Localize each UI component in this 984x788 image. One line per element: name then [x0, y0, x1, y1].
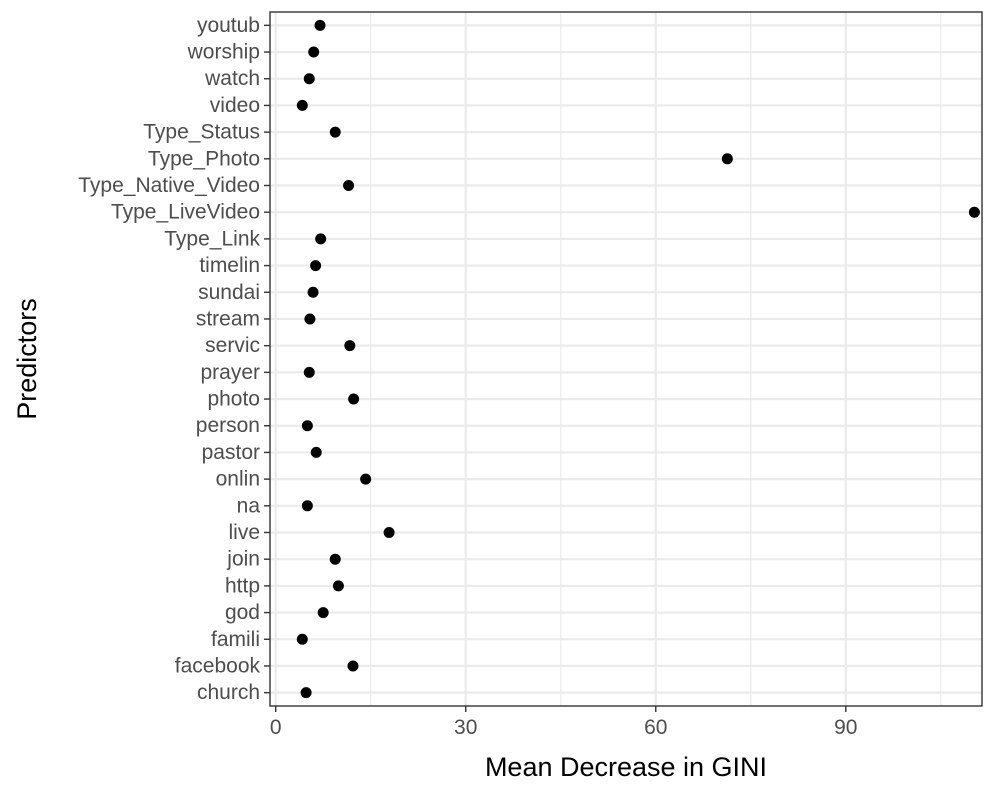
y-tick-label: famili	[211, 628, 260, 651]
data-point-Type_Native_Video	[343, 180, 355, 191]
data-point-prayer	[303, 366, 315, 378]
y-tick-label: worship	[187, 41, 260, 64]
data-point-worship	[308, 46, 320, 58]
y-tick-label: church	[197, 681, 260, 704]
data-point-Type_Link	[315, 233, 327, 245]
y-tick-label: onlin	[216, 468, 260, 491]
data-point-timelin	[310, 260, 322, 272]
x-tick-label: 60	[644, 716, 667, 739]
y-tick-label: god	[225, 601, 260, 624]
y-tick-label: Type_Native_Video	[78, 174, 260, 197]
y-tick-label: Type_Status	[143, 121, 260, 144]
data-point-servic	[344, 340, 356, 352]
y-tick-label: sundai	[198, 281, 260, 304]
data-point-god	[317, 607, 329, 619]
y-axis: youtub worship watch video Type_Status Type_P…	[78, 14, 270, 704]
data-point-photo	[348, 393, 360, 405]
x-tick-label: 30	[454, 716, 477, 739]
data-point-live	[383, 527, 395, 538]
y-tick-label: facebook	[175, 654, 261, 677]
y-tick-label: live	[228, 521, 260, 544]
x-axis-title: Mean Decrease in GINI	[485, 752, 767, 782]
minor-gridlines	[370, 12, 942, 706]
major-gridlines	[270, 12, 982, 706]
y-axis-title: Predictors	[12, 298, 42, 420]
x-tick-label: 0	[270, 716, 282, 739]
data-point-onlin	[360, 473, 372, 485]
data-point-church	[300, 687, 312, 699]
data-point-video	[296, 99, 308, 111]
y-tick-label: person	[196, 414, 260, 437]
data-point-person	[301, 420, 313, 432]
plot-panel-border	[269, 11, 983, 707]
data-point-facebook	[347, 660, 359, 672]
data-point-sundai	[307, 286, 319, 298]
y-tick-label: join	[226, 548, 260, 571]
y-tick-label: http	[225, 574, 260, 597]
data-point-Type_Photo	[721, 153, 733, 165]
y-tick-label: watch	[204, 67, 260, 90]
data-point-youtub	[314, 19, 326, 31]
y-tick-label: video	[210, 94, 260, 117]
y-tick-label: stream	[196, 307, 260, 330]
y-tick-label: Type_Photo	[148, 147, 260, 170]
data-point-pastor	[310, 446, 322, 458]
y-tick-label: na	[237, 494, 261, 517]
data-point-join	[329, 553, 341, 565]
y-tick-label: Type_Link	[164, 227, 260, 250]
data-point-watch	[303, 73, 315, 85]
y-tick-label: Type_LiveVideo	[111, 201, 260, 224]
y-tick-label: prayer	[200, 361, 260, 384]
y-tick-label: pastor	[202, 441, 260, 464]
data-points	[296, 19, 980, 699]
x-axis: 0 30 60 90	[270, 706, 857, 739]
y-tick-label: photo	[207, 388, 260, 411]
data-point-na	[301, 500, 313, 512]
data-point-famili	[296, 633, 308, 645]
x-tick-label: 90	[834, 716, 857, 739]
y-tick-label: servic	[205, 334, 260, 357]
y-tick-label: timelin	[199, 254, 260, 277]
y-tick-label: youtub	[197, 14, 260, 37]
data-point-stream	[304, 313, 316, 325]
data-point-Type_LiveVideo	[968, 206, 980, 218]
data-point-http	[332, 580, 344, 592]
data-point-Type_Status	[329, 126, 341, 138]
